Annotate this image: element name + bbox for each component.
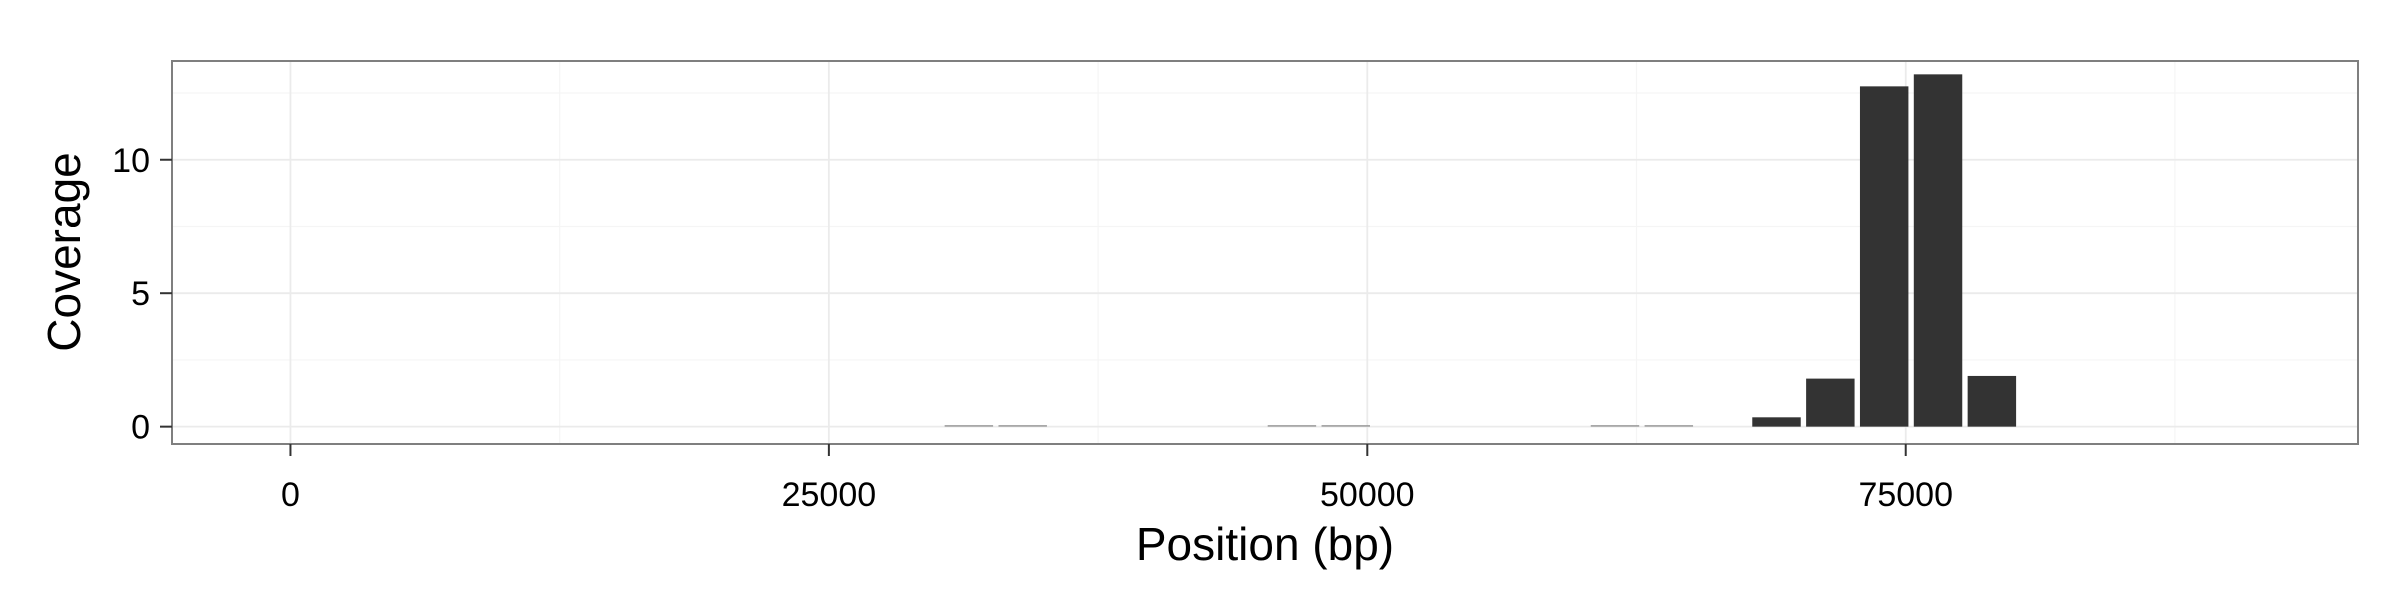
bar: [1267, 425, 1317, 427]
bar: [1644, 425, 1694, 427]
bar: [1913, 74, 1963, 427]
bar: [1590, 425, 1640, 427]
bar: [944, 425, 994, 427]
bar: [1967, 375, 2017, 427]
grid-lines: [172, 61, 2358, 444]
panel-background: [172, 61, 2358, 444]
bar: [1321, 425, 1370, 427]
x-tick-label: 75000: [1858, 476, 1953, 514]
y-axis-title: Coverage: [38, 152, 90, 351]
bar: [998, 425, 1047, 427]
x-tick-label: 0: [281, 476, 300, 514]
y-tick-label: 0: [131, 409, 150, 447]
x-axis-title: Position (bp): [1136, 518, 1394, 570]
bar: [1806, 378, 1855, 427]
bar: [1752, 417, 1801, 427]
x-tick-label: 25000: [782, 476, 877, 514]
y-tick-label: 10: [112, 142, 150, 180]
x-tick-label: 50000: [1320, 476, 1415, 514]
y-tick-label: 5: [131, 275, 150, 313]
panel-border: [171, 60, 2359, 445]
bar: [1859, 86, 1909, 427]
bars: [944, 74, 2017, 427]
axes: 0 25000 50000 75000 0 5 10: [112, 142, 1953, 514]
